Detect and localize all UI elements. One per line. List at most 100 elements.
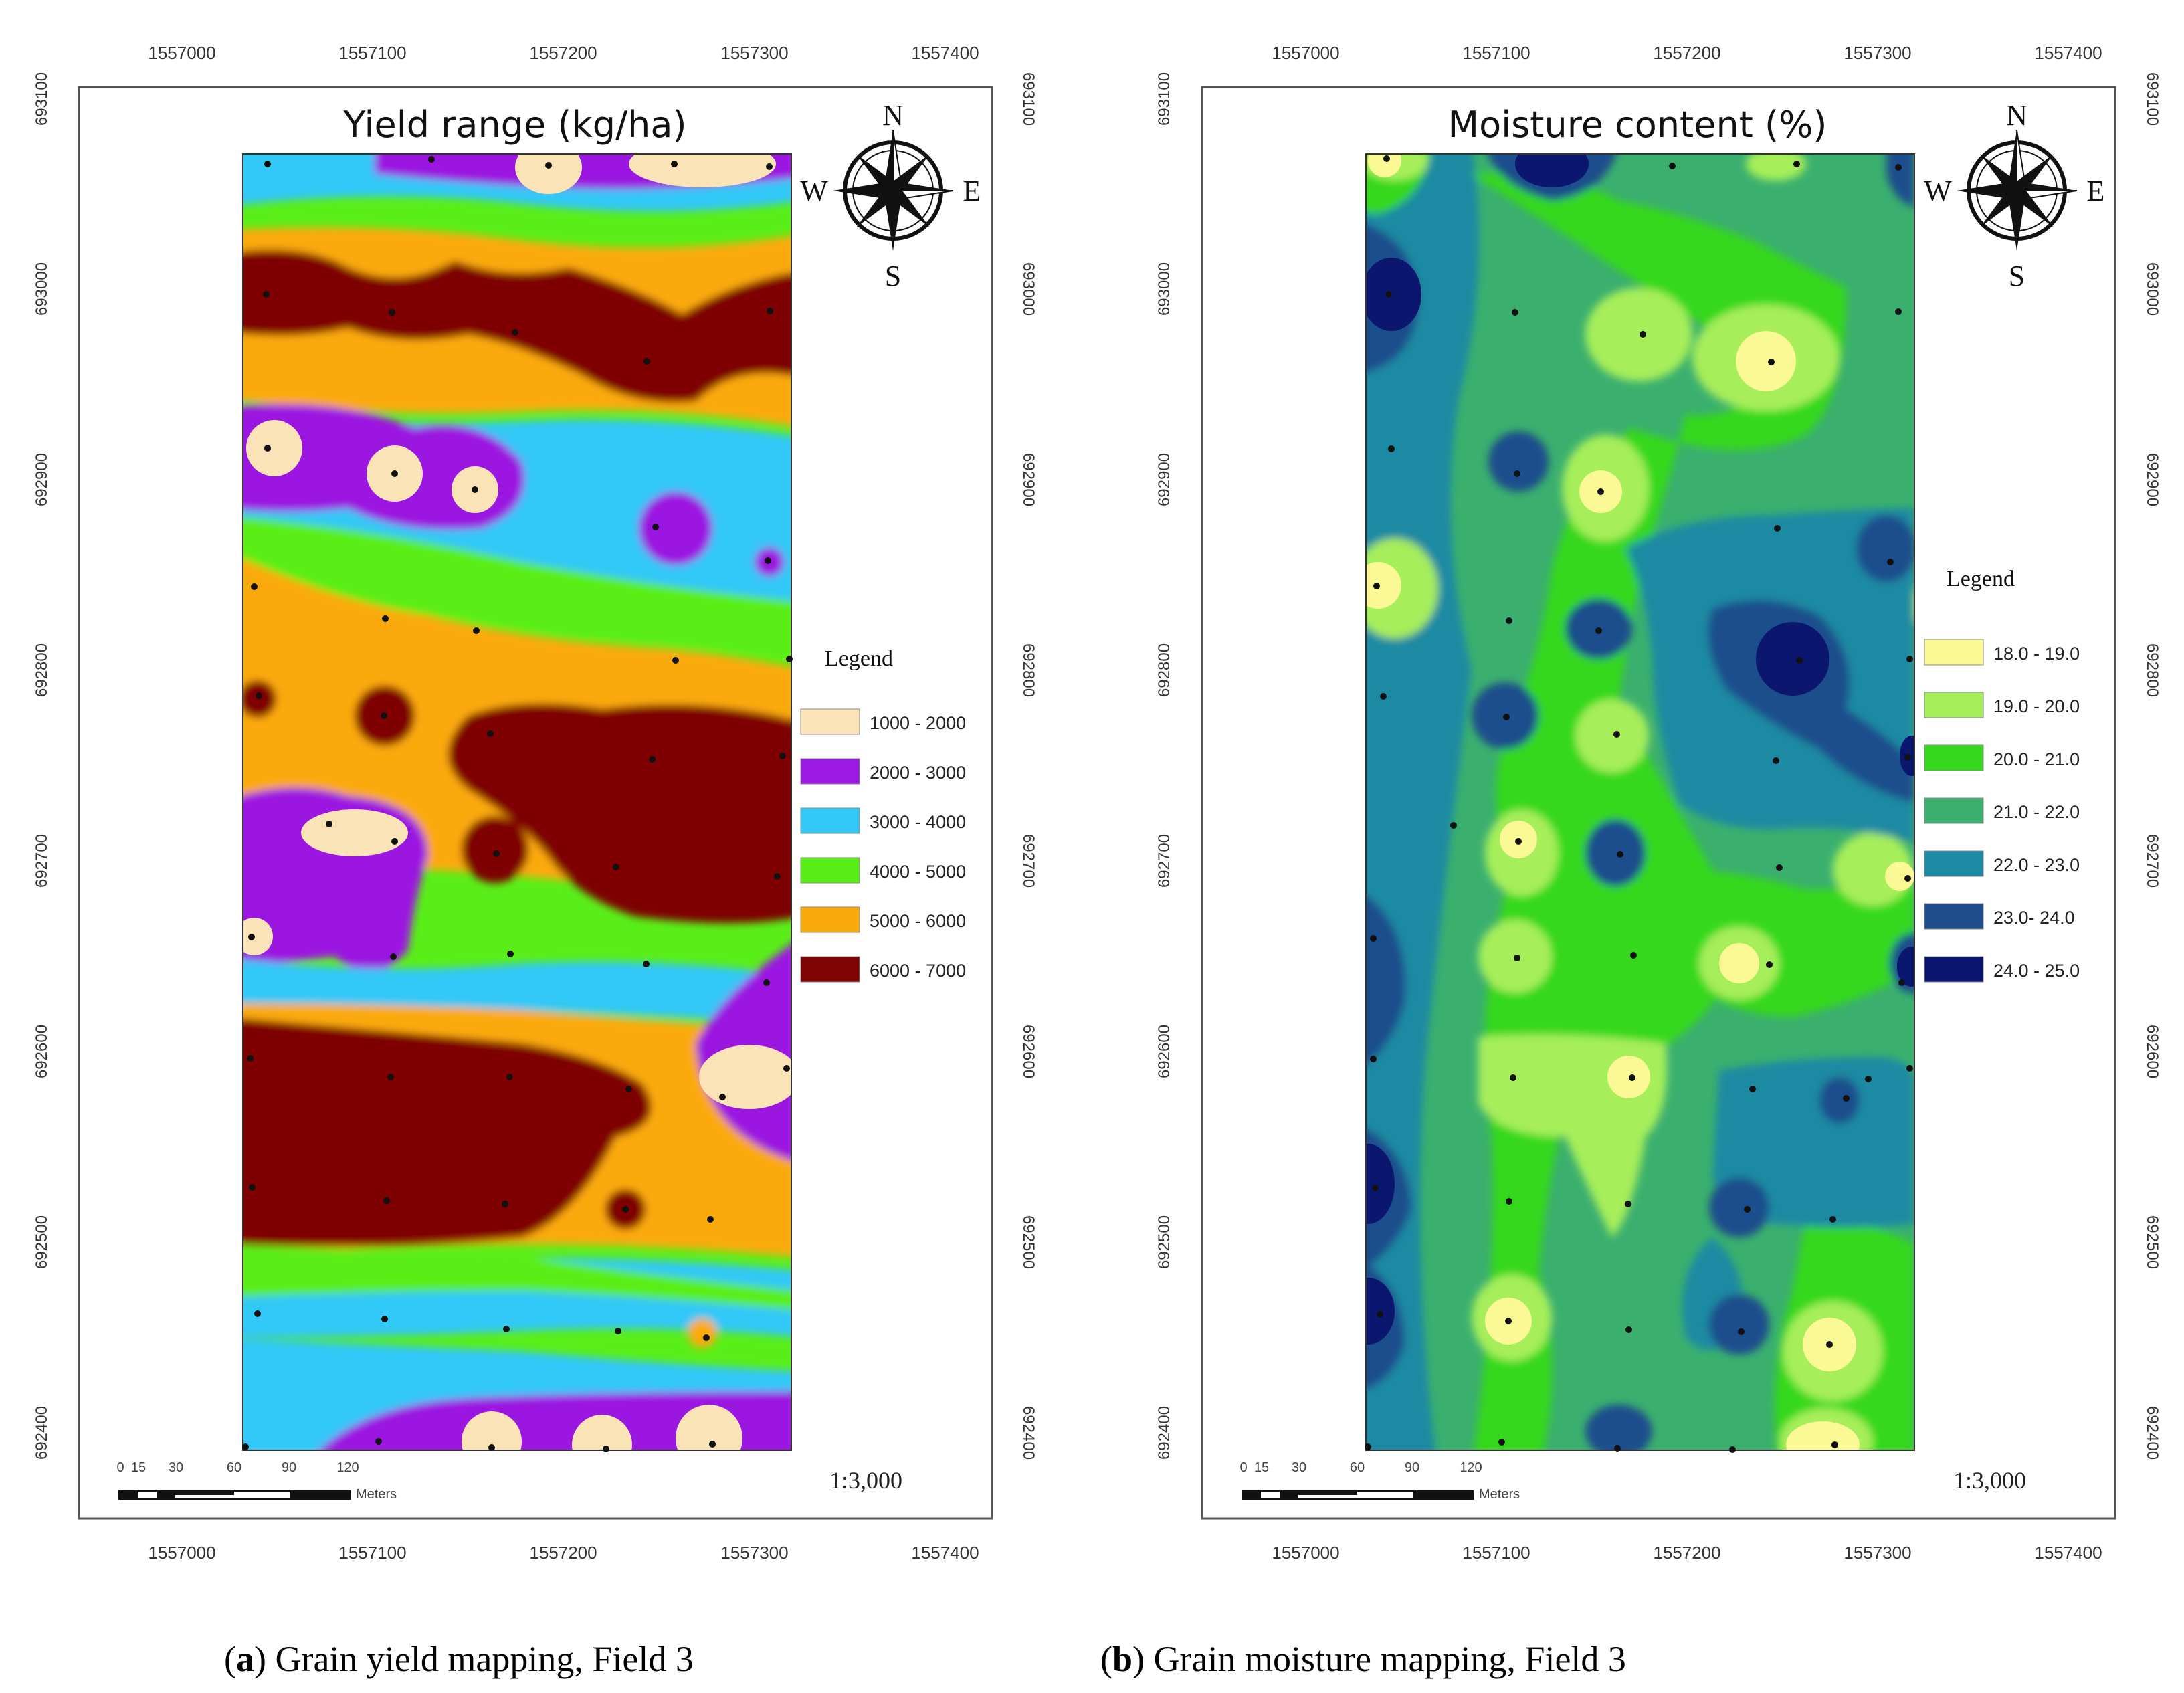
svg-text:6000 - 7000: 6000 - 7000 (870, 961, 966, 981)
legend-item: 1000 - 2000 (800, 708, 966, 735)
caption-b: (b) Grain moisture mapping, Field 3 (1100, 1639, 1626, 1679)
y-tick: 693000 (1019, 262, 1037, 316)
legend-item: 18.0 - 19.0 (1924, 639, 2080, 666)
x-tick: 1557100 (338, 43, 406, 63)
compass-e: E (963, 175, 981, 207)
compass-n: N (2006, 99, 2027, 132)
compass-n: N (882, 99, 904, 132)
y-tick: 692600 (33, 1025, 51, 1078)
y-tick: 692500 (2143, 1215, 2161, 1269)
y-tick: 692700 (1019, 834, 1037, 888)
x-tick: 1557400 (911, 1542, 979, 1563)
legend-item: 23.0- 24.0 (1924, 903, 2075, 930)
y-tick: 692600 (1019, 1025, 1037, 1078)
moisture-raster (1366, 154, 1914, 1450)
y-tick: 692900 (1019, 453, 1037, 506)
compass-w: W (800, 175, 828, 207)
y-tick: 692500 (1019, 1215, 1037, 1269)
map-frame-b (1201, 86, 2116, 1520)
svg-text:60: 60 (1350, 1460, 1365, 1475)
x-tick: 1557300 (720, 43, 788, 63)
svg-text:19.0 - 20.0: 19.0 - 20.0 (1993, 696, 2080, 716)
x-tick: 1557300 (720, 1542, 788, 1563)
x-tick: 1557000 (1272, 43, 1339, 63)
x-tick: 1557400 (2034, 1542, 2102, 1563)
x-tick: 1557200 (1653, 43, 1720, 63)
x-tick: 1557100 (1462, 43, 1530, 63)
x-ticks-top-a: 1557000 1557100 1557200 1557300 1557400 (148, 43, 979, 63)
compass-rose-icon: N S E W (800, 99, 981, 292)
svg-text:23.0- 24.0: 23.0- 24.0 (1993, 908, 2075, 928)
x-ticks-top-b: 1557000 1557100 1557200 1557300 1557400 (1272, 43, 2102, 63)
compass-s: S (885, 260, 901, 292)
x-tick: 1557100 (338, 1542, 406, 1563)
svg-text:60: 60 (227, 1460, 241, 1475)
x-tick: 1557200 (529, 1542, 597, 1563)
svg-text:1000 - 2000: 1000 - 2000 (870, 713, 966, 733)
x-tick: 1557400 (911, 43, 979, 63)
sample-points-b (1365, 155, 1913, 1453)
legend-item: 6000 - 7000 (800, 956, 966, 983)
raster-frame-b (1365, 153, 1915, 1451)
x-tick: 1557400 (2034, 43, 2102, 63)
y-tick: 693000 (2143, 262, 2161, 316)
y-tick: 693000 (33, 262, 51, 316)
y-tick: 692500 (33, 1215, 51, 1269)
y-ticks-left-a: 693100 693000 692900 692800 692700 69260… (33, 72, 51, 1460)
compass-w: W (1924, 175, 1952, 207)
y-ticks-right-a: 693100 693000 692900 692800 692700 69260… (1019, 72, 1037, 1460)
svg-text:Meters: Meters (1479, 1487, 1520, 1502)
svg-text:90: 90 (282, 1460, 296, 1475)
y-tick: 693100 (1155, 72, 1173, 126)
y-tick: 693100 (1019, 72, 1037, 126)
y-tick: 692900 (2143, 453, 2161, 506)
svg-text:30: 30 (169, 1460, 183, 1475)
x-tick: 1557200 (1653, 1542, 1720, 1563)
svg-text:Meters: Meters (356, 1487, 397, 1502)
raster-frame-a (242, 153, 792, 1451)
svg-text:30: 30 (1292, 1460, 1306, 1475)
x-ticks-bottom-b: 1557000 1557100 1557200 1557300 1557400 (1272, 1542, 2102, 1563)
y-tick: 692700 (2143, 834, 2161, 888)
y-tick: 692800 (1019, 643, 1037, 697)
svg-text:5000 - 6000: 5000 - 6000 (870, 911, 966, 931)
svg-text:0: 0 (1239, 1460, 1247, 1475)
svg-text:21.0 - 22.0: 21.0 - 22.0 (1993, 802, 2080, 822)
panel-a: 1557000 1557100 1557200 1557300 1557400 … (33, 43, 1037, 1679)
y-tick: 692800 (1155, 643, 1173, 697)
y-tick: 693000 (1155, 262, 1173, 316)
y-tick: 692400 (1155, 1406, 1173, 1460)
legend-item: 19.0 - 20.0 (1924, 692, 2080, 718)
svg-text:15: 15 (1254, 1460, 1269, 1475)
y-tick: 692500 (1155, 1215, 1173, 1269)
y-tick: 693100 (2143, 72, 2161, 126)
svg-text:90: 90 (1405, 1460, 1419, 1475)
scale-bar: 0 15 30 60 90 120 Meters (116, 1460, 397, 1502)
svg-text:20.0 - 21.0: 20.0 - 21.0 (1993, 749, 2080, 769)
x-ticks-bottom-a: 1557000 1557100 1557200 1557300 1557400 (148, 1542, 979, 1563)
sample-points-a (242, 156, 793, 1452)
svg-text:4000 - 5000: 4000 - 5000 (870, 862, 966, 882)
legend-title: Legend (1947, 567, 2015, 591)
svg-text:15: 15 (131, 1460, 146, 1475)
compass-s: S (2009, 260, 2025, 292)
legend-b: Legend 18.0 - 19.0 19.0 - 20.0 20.0 - 21… (1924, 567, 2080, 983)
legend-a: Legend 1000 - 2000 2000 - 3000 3000 - 40… (800, 646, 966, 983)
scale-ratio: 1:3,000 (829, 1467, 902, 1494)
x-tick: 1557200 (529, 43, 597, 63)
y-ticks-right-b: 693100 693000 692900 692800 692700 69260… (2143, 72, 2161, 1460)
y-tick: 692800 (2143, 643, 2161, 697)
y-tick: 692400 (33, 1406, 51, 1460)
x-tick: 1557000 (148, 1542, 215, 1563)
y-tick: 692400 (2143, 1406, 2161, 1460)
y-ticks-left-b: 693100 693000 692900 692800 692700 69260… (1155, 72, 1173, 1460)
x-tick: 1557000 (148, 43, 215, 63)
compass-e: E (2087, 175, 2105, 207)
svg-text:120: 120 (1460, 1460, 1482, 1475)
svg-text:3000 - 4000: 3000 - 4000 (870, 812, 966, 832)
map-title: Yield range (kg/ha) (342, 104, 686, 146)
legend-item: 22.0 - 23.0 (1924, 850, 2080, 877)
svg-text:0: 0 (116, 1460, 124, 1475)
y-tick: 692700 (33, 834, 51, 888)
